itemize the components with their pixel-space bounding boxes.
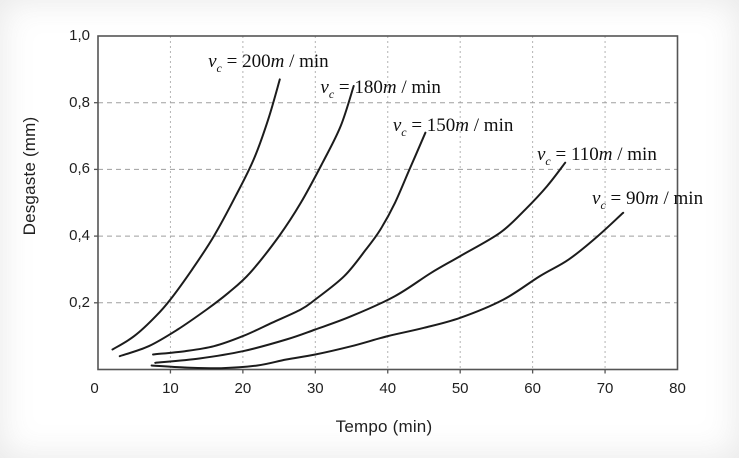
unit-per-min: / min [612, 144, 657, 166]
y-tick-label: 0,4 [69, 227, 90, 245]
speed-value: = 180 [334, 77, 383, 99]
speed-variable-symbol: v [208, 51, 217, 72]
speed-variable-subscript: c [545, 153, 551, 168]
speed-variable-symbol: v [392, 115, 402, 137]
speed-value: = 90 [605, 188, 645, 210]
x-tick-label: 60 [524, 380, 541, 397]
y-tick-label: 0,8 [69, 93, 90, 111]
x-tick-label: 70 [596, 380, 614, 397]
speed-variable-subscript: c [401, 124, 407, 139]
y-tick-label: 0,2 [69, 293, 90, 311]
unit-meters: m [270, 51, 285, 72]
x-tick-label: 20 [234, 380, 252, 397]
x-tick-label: 30 [306, 380, 324, 397]
unit-per-min: / min [396, 77, 441, 99]
curve-vc-90 [150, 211, 625, 370]
speed-variable-symbol: v [592, 188, 601, 210]
curve-label-vc-90: vc = 90m / min [592, 187, 703, 211]
speed-value: = 200 [221, 51, 271, 72]
speed-value: = 110 [550, 144, 599, 166]
unit-meters: m [598, 144, 613, 166]
curve-vc-150 [152, 131, 427, 356]
curve-vc-200 [111, 78, 281, 351]
unit-per-min: / min [658, 188, 704, 210]
unit-meters: m [455, 115, 470, 137]
speed-variable-symbol: v [536, 144, 546, 166]
x-tick-label: 10 [162, 380, 179, 397]
curve-label-vc-200: vc = 200m / min [208, 50, 329, 74]
unit-meters: m [382, 77, 397, 99]
curve-vc-180 [118, 85, 355, 358]
x-axis-title: Tempo (min) [335, 417, 433, 436]
y-tick-label: 1,0 [69, 27, 90, 44]
unit-per-min: / min [284, 51, 329, 72]
speed-variable-subscript: c [600, 197, 606, 212]
speed-variable-symbol: v [320, 77, 329, 99]
y-tick-label: 0,6 [69, 160, 90, 178]
x-tick-label: 40 [379, 380, 397, 397]
speed-value: = 150 [406, 115, 456, 137]
x-tick-label: 0 [90, 380, 99, 397]
curve-label-vc-110: vc = 110m / min [537, 143, 657, 167]
speed-variable-subscript: c [216, 60, 222, 75]
x-tick-label: 80 [669, 380, 686, 397]
x-tick-label: 50 [451, 380, 469, 397]
curve-vc-110 [154, 161, 567, 364]
speed-variable-subscript: c [328, 86, 335, 101]
curve-label-vc-180: vc = 180m / min [320, 76, 441, 100]
curve-label-vc-150: vc = 150m / min [393, 114, 514, 138]
unit-meters: m [645, 188, 659, 210]
unit-per-min: / min [469, 115, 514, 137]
